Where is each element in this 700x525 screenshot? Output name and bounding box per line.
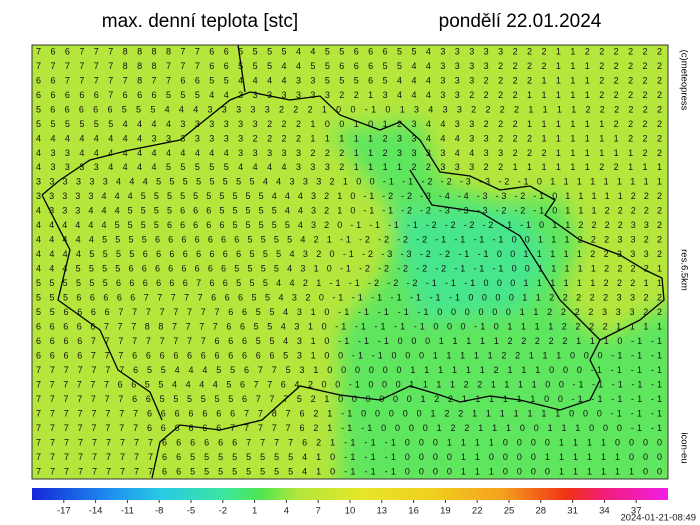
colorbar [32,488,668,500]
resolution: res.6.5km [678,249,689,291]
colorbar-label: 19 [440,506,451,517]
value-row: 7 7 7 7 7 7 7 7 6 6 6 6 6 6 6 7 7 8 7 6 … [36,408,662,418]
value-row: 5 5 5 5 5 5 4 4 4 4 3 3 3 3 3 3 2 2 2 1 … [36,119,662,129]
value-row: 6 6 6 6 6 7 7 7 8 8 7 7 7 7 6 6 5 5 4 3 … [36,322,662,332]
value-row: 4 3 3 3 3 4 4 4 4 5 5 5 5 5 4 4 4 4 3 3 … [36,162,662,172]
colorbar-label: 1 [252,506,257,517]
map-frame [31,44,669,480]
colorbar-label: -8 [155,506,163,517]
colorbar-label: -11 [121,506,134,517]
value-row: 7 7 7 7 7 7 8 8 8 7 7 7 6 6 5 5 5 4 4 5 … [36,61,662,71]
colorbar-label: 22 [472,506,483,517]
colorbar-label: 7 [316,506,321,517]
map-field: 7 6 6 7 7 7 8 8 8 8 7 7 6 6 5 5 5 5 4 4 … [32,45,668,479]
colorbar-label: 16 [408,506,419,517]
value-row: 6 6 7 7 7 7 7 8 7 7 6 6 5 5 4 4 4 4 3 3 … [36,75,662,85]
map-date: pondělí 22.01.2024 [439,11,602,32]
colorbar-label: -17 [57,506,71,517]
colorbar-label: 10 [345,506,356,517]
copyright: (c)meteopress [678,50,689,111]
model: icon-eu [678,432,689,463]
colorbar-label: -5 [187,506,195,517]
colorbar-label: 4 [284,506,289,517]
colorbar-label: 28 [536,506,547,517]
value-row: 4 4 4 4 4 4 4 4 3 3 3 3 3 3 3 2 2 2 2 1 … [36,133,662,143]
value-row: 5 5 5 5 5 5 6 6 6 6 6 6 7 6 6 5 5 5 4 4 … [36,278,662,288]
colorbar-label: 25 [504,506,515,517]
value-row: 4 4 4 5 5 5 5 6 6 6 6 6 6 6 6 5 5 5 5 4 … [36,264,662,274]
value-row: 7 6 6 7 7 7 8 8 8 8 7 7 6 6 5 5 5 5 4 4 … [36,46,662,56]
value-row: 4 4 4 4 5 5 5 5 6 6 6 6 6 6 6 6 5 5 5 4 … [36,249,662,259]
timestamp: 2024-01-21-08:49 [620,513,696,524]
value-row: 6 6 6 6 7 7 7 7 7 7 7 7 7 6 6 6 5 5 4 3 … [36,336,662,346]
colorbar-label: -2 [219,506,227,517]
borders [41,45,665,479]
colorbar-label: 37 [631,506,642,517]
value-row: 4 4 4 4 4 5 5 5 5 6 6 6 6 6 6 6 5 5 5 5 … [36,235,662,245]
value-row: 4 3 3 4 4 4 4 4 4 4 4 4 4 4 3 3 3 3 3 2 … [36,148,662,158]
colorbar-ticks: -17 -14 -11 -8 -5 -2 1 4 7 10 13 16 19 22 25 28 31 34 37 [57,500,642,517]
value-row: 7 7 7 7 7 7 7 6 5 5 4 4 4 5 5 6 7 7 5 3 … [36,365,662,375]
value-row: 7 7 7 7 7 7 6 6 5 5 4 4 4 4 5 6 7 7 6 4 … [36,379,662,389]
colorbar-label: 31 [567,506,578,517]
value-row: 5 5 6 6 6 6 7 7 7 7 7 7 7 7 6 6 5 5 4 3 … [36,307,662,317]
colorbar-label: 34 [599,506,610,517]
map-title: max. denní teplota [stc] [102,11,298,32]
colorbar-label: 13 [377,506,388,517]
value-row: 6 6 6 6 6 7 6 6 6 5 5 5 4 4 3 3 3 3 3 3 … [36,90,662,100]
cold-areas [330,120,668,479]
value-row: 7 7 7 7 7 7 7 7 6 6 6 6 6 6 7 7 7 7 7 6 … [36,423,662,433]
colorbar-label: -14 [89,506,103,517]
